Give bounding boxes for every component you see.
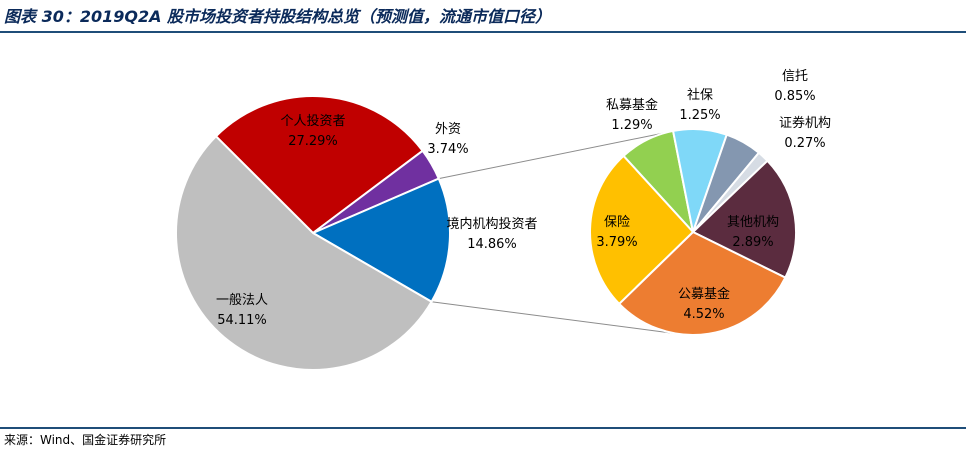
secondary-label-私募基金: 私募基金 bbox=[606, 97, 658, 113]
secondary-pie bbox=[589, 128, 797, 336]
connector-line-top bbox=[438, 132, 667, 180]
secondary-value-私募基金: 1.29% bbox=[611, 118, 652, 133]
connector-lines bbox=[431, 132, 681, 335]
secondary-label-保险: 保险 bbox=[604, 215, 630, 230]
pie-value-外资: 3.74% bbox=[427, 142, 468, 157]
pie-slice-一般法人 bbox=[174, 134, 433, 371]
data-labels: 个人投资者 27.29% 外资 3.74% 境内机构投资者 14.86% 一般法人 54.11… bbox=[216, 69, 831, 328]
pie-value-个人投资者: 27.29% bbox=[288, 134, 338, 149]
secondary-label-其他机构: 其他机构 bbox=[727, 215, 779, 230]
pie-value-境内机构投资者: 14.86% bbox=[467, 237, 517, 252]
bottom-divider bbox=[0, 427, 966, 429]
secondary-value-社保: 1.25% bbox=[679, 108, 720, 123]
secondary-label-信托: 信托 bbox=[782, 69, 808, 84]
pie-slice-个人投资者 bbox=[214, 95, 425, 235]
pie-label-一般法人: 一般法人 bbox=[216, 292, 268, 308]
secondary-slice-保险 bbox=[589, 154, 695, 306]
secondary-label-社保: 社保 bbox=[687, 87, 713, 103]
pie-label-外资: 外资 bbox=[435, 122, 461, 137]
secondary-label-证券机构: 证券机构 bbox=[779, 115, 831, 131]
pie-value-一般法人: 54.11% bbox=[217, 313, 267, 328]
pie-label-境内机构投资者: 境内机构投资者 bbox=[446, 216, 537, 232]
pie-label-个人投资者: 个人投资者 bbox=[280, 113, 345, 129]
connector-line-bottom bbox=[431, 301, 681, 335]
main-pie bbox=[174, 95, 451, 371]
secondary-label-公募基金: 公募基金 bbox=[678, 286, 730, 302]
secondary-slice-公募基金 bbox=[617, 230, 787, 336]
chart-title: 图表 30：2019Q2A 股市场投资者持股结构总览（预测值，流通市值口径） bbox=[4, 7, 552, 26]
secondary-value-其他机构: 2.89% bbox=[732, 235, 773, 250]
secondary-value-信托: 0.85% bbox=[774, 89, 815, 104]
secondary-value-保险: 3.79% bbox=[596, 235, 637, 250]
source-note: 来源：Wind、国金证券研究所 bbox=[4, 433, 167, 447]
top-divider bbox=[0, 31, 966, 33]
secondary-value-公募基金: 4.52% bbox=[683, 307, 724, 322]
secondary-slice-其他机构 bbox=[691, 159, 797, 279]
pie-slice-境内机构投资者 bbox=[310, 177, 451, 304]
secondary-value-证券机构: 0.27% bbox=[784, 136, 825, 151]
